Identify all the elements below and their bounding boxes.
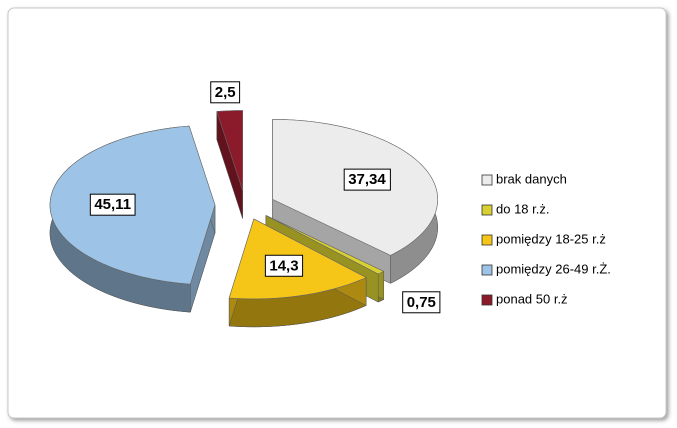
legend-label: pomiędzy 26-49 r.Ż. — [496, 261, 611, 276]
legend-swatch — [481, 234, 493, 246]
data-label: 37,34 — [348, 171, 386, 188]
data-label: 14,3 — [269, 257, 298, 274]
legend-swatch — [481, 264, 493, 276]
slice — [216, 110, 243, 191]
data-label-box — [264, 254, 304, 277]
legend-label: brak danych — [496, 171, 567, 186]
legend-swatch — [481, 294, 493, 306]
data-label: 2,5 — [215, 84, 236, 101]
legend-label: do 18 r.ż. — [496, 201, 549, 216]
legend-label: ponad 50 r.ż — [496, 291, 568, 306]
legend-swatch — [481, 204, 493, 216]
legend-label: pomiędzy 18-25 r.ż — [496, 231, 606, 246]
legend-swatch — [481, 174, 493, 186]
data-label-box — [210, 81, 241, 104]
data-label: 45,11 — [94, 196, 131, 213]
data-label: 0,75 — [407, 294, 436, 311]
data-label-box — [343, 168, 391, 191]
data-label-box — [89, 193, 136, 216]
slice — [265, 215, 385, 275]
data-label-box — [402, 291, 441, 314]
